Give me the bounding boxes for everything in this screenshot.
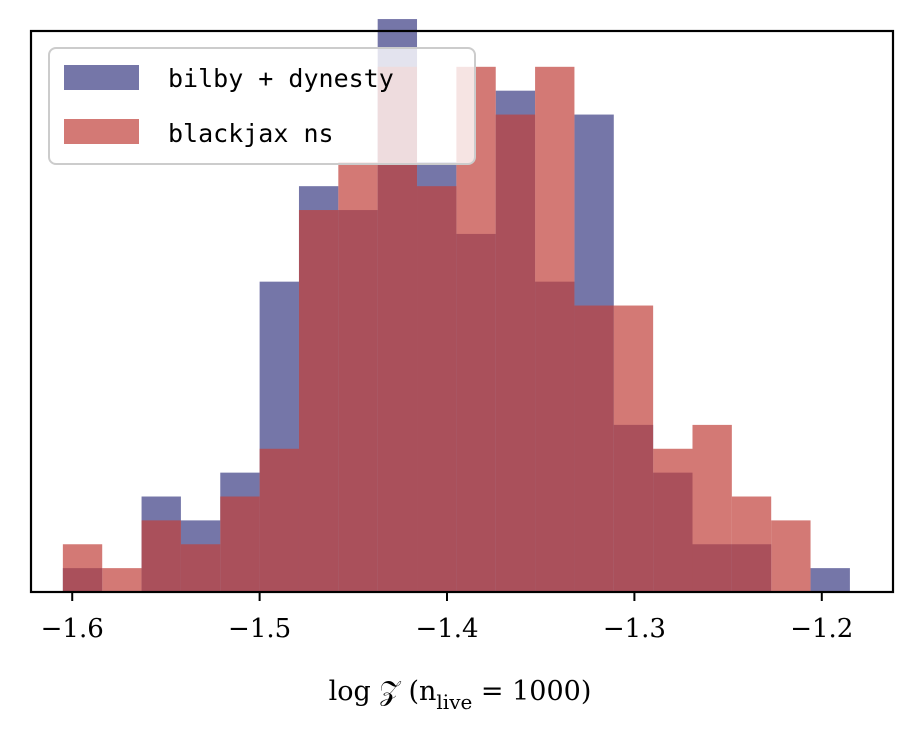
bar-blackjax-ns-3 <box>180 544 221 592</box>
bar-blackjax-ns-0 <box>62 544 103 592</box>
legend: bilby + dynesty blackjax ns <box>48 47 476 165</box>
legend-swatch-bilby-dynesty <box>64 65 139 90</box>
bar-blackjax-ns-4 <box>220 496 260 592</box>
x-tick-label: −1.5 <box>228 614 291 644</box>
x-tick-label: −1.6 <box>41 614 104 644</box>
legend-swatch-blackjax-ns <box>64 119 139 144</box>
legend-box <box>48 47 476 165</box>
x-tick-label: −1.3 <box>603 614 666 644</box>
bar-blackjax-ns-5 <box>259 448 299 592</box>
x-tick-label: −1.2 <box>790 614 853 644</box>
bar-blackjax-ns-13 <box>574 305 614 592</box>
bar-blackjax-ns-9 <box>417 186 457 592</box>
bar-blackjax-ns-14 <box>613 305 654 592</box>
bar-blackjax-ns-15 <box>653 448 693 592</box>
x-axis-label: log 𝒵 (nlive = 1000) <box>329 676 592 714</box>
bar-bilby-dynesty-19 <box>810 568 850 592</box>
x-tick-label: −1.4 <box>415 614 478 644</box>
x-axis-ticks: −1.6 −1.5 −1.4 −1.3 −1.2 <box>41 592 853 644</box>
bar-blackjax-ns-12 <box>535 66 575 592</box>
bar-blackjax-ns-11 <box>495 114 536 592</box>
bar-blackjax-ns-17 <box>731 496 772 592</box>
plot-frame <box>29 29 895 594</box>
bar-blackjax-ns-16 <box>692 424 732 592</box>
legend-label-bilby-dynesty: bilby + dynesty <box>168 64 394 93</box>
bar-blackjax-ns-18 <box>771 520 811 592</box>
bar-blackjax-ns-2 <box>141 520 181 592</box>
bar-blackjax-ns-1 <box>102 568 142 592</box>
histogram-bars <box>62 19 850 593</box>
legend-label-blackjax-ns: blackjax ns <box>168 119 334 148</box>
bar-blackjax-ns-6 <box>298 210 339 593</box>
bar-blackjax-ns-7 <box>338 162 378 593</box>
